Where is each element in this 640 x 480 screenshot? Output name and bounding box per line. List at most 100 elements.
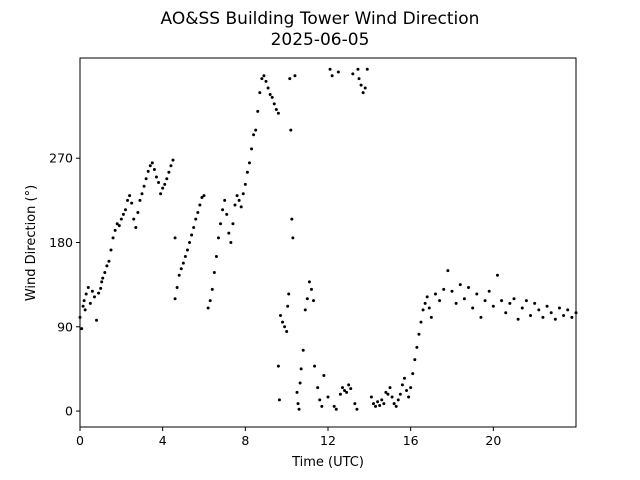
data-point	[287, 292, 291, 296]
x-tick-label: 16	[403, 433, 419, 448]
data-point	[103, 270, 107, 274]
data-point	[386, 392, 390, 396]
data-point	[524, 299, 528, 303]
data-point	[223, 198, 227, 202]
data-point	[438, 299, 442, 303]
data-point	[169, 164, 173, 168]
chart-title: AO&SS Building Tower Wind Direction	[161, 9, 480, 29]
data-point	[291, 236, 295, 240]
data-point	[157, 181, 161, 185]
data-point	[128, 194, 132, 198]
data-point	[214, 255, 218, 259]
data-point	[475, 292, 479, 296]
data-point	[357, 77, 361, 81]
data-point	[384, 390, 388, 394]
data-point	[117, 224, 121, 228]
data-point	[243, 182, 247, 186]
data-point	[313, 364, 317, 368]
data-point	[126, 198, 130, 202]
data-point	[520, 306, 524, 310]
data-point	[136, 211, 140, 215]
data-point	[433, 292, 437, 296]
x-tick-label: 4	[159, 433, 167, 448]
y-axis-ticks: 0 90 180 270	[49, 151, 80, 419]
data-point	[161, 186, 165, 190]
data-point	[320, 404, 324, 408]
data-point	[562, 314, 566, 318]
data-point	[109, 248, 113, 252]
data-point	[512, 297, 516, 301]
data-point	[326, 395, 330, 399]
data-point	[123, 208, 127, 212]
data-point	[221, 208, 225, 212]
data-point	[181, 261, 185, 265]
data-point	[378, 403, 382, 407]
data-point	[140, 192, 144, 196]
x-tick-label: 0	[76, 433, 84, 448]
data-point	[334, 407, 338, 411]
data-point	[298, 381, 302, 385]
data-point	[219, 222, 223, 226]
data-point	[138, 198, 142, 202]
data-point	[376, 400, 380, 404]
data-point	[121, 212, 125, 216]
data-point	[340, 386, 344, 390]
data-point	[359, 83, 363, 87]
data-point	[330, 74, 334, 78]
data-point	[467, 285, 471, 289]
data-point	[374, 404, 378, 408]
data-point	[415, 345, 419, 349]
data-point	[83, 308, 87, 312]
data-point	[115, 222, 119, 226]
data-point	[241, 192, 245, 196]
data-point	[247, 161, 251, 165]
data-point	[405, 388, 409, 392]
data-point	[382, 402, 386, 406]
data-point	[134, 226, 138, 230]
data-point	[392, 402, 396, 406]
data-point	[258, 91, 262, 95]
data-point	[380, 398, 384, 402]
data-point	[81, 304, 85, 308]
data-point	[235, 194, 239, 198]
data-point	[276, 111, 280, 115]
data-point	[390, 395, 394, 399]
data-point	[119, 217, 123, 221]
x-tick-label: 8	[241, 433, 249, 448]
data-point	[167, 170, 171, 174]
data-point	[508, 301, 512, 305]
data-point	[345, 390, 349, 394]
data-point	[281, 320, 285, 324]
data-point	[309, 287, 313, 291]
data-point	[88, 301, 92, 305]
data-point	[407, 395, 411, 399]
data-point	[144, 177, 148, 181]
data-point	[100, 280, 104, 284]
x-axis-ticks: 0 4 8 12 16 20	[76, 427, 501, 448]
data-point	[82, 299, 86, 303]
data-point	[159, 192, 163, 196]
scatter-points	[78, 67, 578, 411]
data-point	[130, 201, 134, 205]
data-point	[206, 306, 210, 310]
data-point	[479, 315, 483, 319]
data-point	[250, 147, 254, 151]
data-point	[194, 217, 198, 221]
data-point	[227, 231, 231, 235]
data-point	[402, 376, 406, 380]
data-point	[353, 402, 357, 406]
data-point	[256, 109, 260, 113]
data-point	[196, 211, 200, 215]
data-point	[425, 295, 429, 299]
data-point	[192, 226, 196, 230]
data-point	[343, 388, 347, 392]
data-point	[95, 318, 99, 322]
data-point	[394, 404, 398, 408]
data-point	[173, 236, 177, 240]
data-point	[101, 276, 105, 280]
data-point	[419, 320, 423, 324]
data-point	[566, 308, 570, 312]
data-point	[316, 386, 320, 390]
data-point	[276, 364, 280, 368]
data-point	[171, 158, 175, 162]
